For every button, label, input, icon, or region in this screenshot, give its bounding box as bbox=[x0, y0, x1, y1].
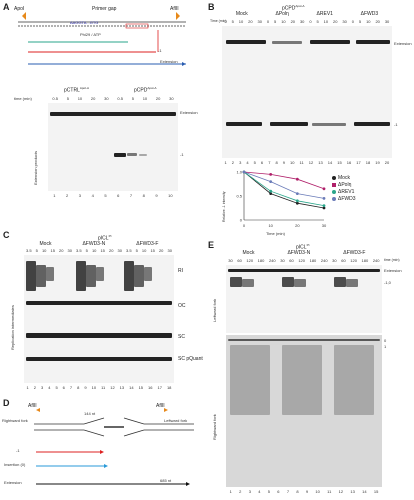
time-label-e: time (min) bbox=[384, 258, 400, 262]
chart-point bbox=[269, 192, 273, 195]
chart-y-tick-label: 1.0 bbox=[236, 170, 242, 175]
product-extension-label: Extension bbox=[160, 59, 178, 64]
chart-ylabel: Relative -1 intensity bbox=[222, 191, 226, 222]
chart-point bbox=[242, 170, 246, 174]
gel-b bbox=[222, 26, 392, 158]
band-minus1-0-e: -1,0 bbox=[384, 280, 391, 285]
band-extension-a: Extension bbox=[180, 110, 198, 115]
group-row-c: Mock ΔFWD3-N ΔFWD3-F bbox=[39, 241, 159, 247]
legend-item-rev1: ΔREV1 bbox=[332, 188, 356, 195]
gel-header-ctrl: pCTRLApoI-A bbox=[64, 86, 90, 94]
panel-c-title: pICLPt bbox=[98, 234, 112, 242]
legend-item-fwd3: ΔFWD3 bbox=[332, 195, 356, 202]
band-ri-c: RI bbox=[178, 268, 183, 274]
lane-row-e: 1 2 3 4 5 6 7 8 9 10 11 12 13 14 15 bbox=[229, 489, 379, 494]
time-row-b: 0 5 10 20 30 0 5 10 20 30 0 5 10 20 30 0 5 10 20 30 bbox=[224, 19, 390, 24]
panel-a-letter: A bbox=[3, 2, 10, 12]
panel-c-letter: C bbox=[3, 230, 10, 240]
time-row-e: 30 60 120 180 240 30 60 120 180 240 30 60 120 180 240 bbox=[228, 258, 380, 263]
site-aflii-right: AflII bbox=[156, 403, 165, 409]
chart-x-tick-label: 10 bbox=[268, 223, 273, 228]
legend-marker-fwd3 bbox=[332, 196, 336, 201]
time-label-b: Time (min) bbox=[210, 19, 227, 23]
decay-line-chart: 0 10 20 30 0 0.5 1.0 bbox=[236, 170, 327, 229]
fork-schematic bbox=[34, 408, 194, 486]
time-row-c: 3.5 5 10 15 20 30 3.5 5 10 15 20 30 3.5 5 10 15 20 30 bbox=[26, 248, 172, 253]
panel-a-schematic bbox=[18, 12, 186, 66]
rightward-fork-label: Rightward fork bbox=[2, 418, 28, 423]
band-extension-e: Extension bbox=[384, 268, 402, 273]
chart-x-tick-label: 0 bbox=[243, 223, 246, 228]
chart-series-line bbox=[243, 171, 325, 190]
legend-marker-mock bbox=[332, 175, 336, 180]
gel-a bbox=[48, 103, 178, 191]
site-apoi-label: ApoI bbox=[14, 6, 25, 12]
band-sc-c: SC bbox=[178, 334, 185, 340]
legend-marker-poleta bbox=[332, 182, 336, 187]
chart-point bbox=[269, 189, 273, 193]
extension-length-d: 685 nt bbox=[160, 478, 172, 483]
product-minus1-d: -1 bbox=[16, 448, 20, 453]
band-minus1-a: -1 bbox=[180, 152, 184, 157]
chart-point bbox=[295, 177, 299, 181]
group-row-e: Mock ΔFWD3-N ΔFWD3-F bbox=[242, 250, 366, 256]
band-oc-c: OC bbox=[178, 303, 186, 309]
panel-b-letter: B bbox=[208, 2, 215, 12]
panel-b-title: pCPDApoI-A bbox=[282, 4, 305, 12]
site-aflii-label: AflII bbox=[170, 6, 179, 12]
group-row-b: Mock ΔPolη ΔREV1 ΔFWD3 bbox=[235, 11, 379, 17]
leftward-fork-axis: Leftward fork bbox=[212, 298, 217, 322]
chart-point bbox=[322, 197, 326, 200]
lane-row-c: 1 2 3 4 5 6 7 8 9 10 11 12 13 14 15 16 17 18 bbox=[26, 385, 172, 390]
chart-x-tick-label: 20 bbox=[295, 223, 300, 228]
rightward-fork-axis: Rightward fork bbox=[212, 414, 217, 440]
gel-e-bottom bbox=[226, 335, 382, 487]
lane-row-b: 1 2 3 4 5 6 7 8 9 10 11 12 13 14 15 16 17 18 19 20 bbox=[224, 160, 390, 165]
gel-e-top bbox=[226, 265, 382, 333]
distance-label: 144 nt bbox=[84, 411, 96, 416]
chart-y-tick-label: 0 bbox=[240, 218, 243, 223]
chart-xlabel: Time (min) bbox=[266, 231, 285, 236]
time-label-a: time (min) bbox=[14, 96, 32, 101]
band-extension-b: Extension bbox=[394, 41, 412, 46]
chart-point bbox=[322, 206, 326, 210]
product-minus1-label: -1 bbox=[158, 48, 162, 53]
band-0-e: 0 bbox=[384, 338, 387, 343]
product-extension-d: Extension bbox=[4, 480, 22, 485]
yaxis-a: Extension products bbox=[33, 150, 38, 185]
band-1-e: 1 bbox=[384, 344, 387, 349]
chart-point bbox=[295, 192, 299, 195]
product-insertion-d: Insertion (0) bbox=[4, 462, 26, 467]
primer-gap-label: Primer gap bbox=[92, 6, 117, 12]
atp-label: Phi29 / ATP bbox=[80, 32, 101, 37]
chart-y-tick-label: 0.5 bbox=[236, 194, 242, 199]
chart-series-line bbox=[243, 171, 325, 206]
chart-x-tick-label: 30 bbox=[322, 223, 327, 228]
chart-point bbox=[269, 173, 273, 176]
lane-row-a: 1 2 3 4 5 6 7 8 9 10 bbox=[53, 193, 173, 198]
panel-e-title: pICLPt bbox=[296, 243, 310, 251]
gel-c bbox=[24, 255, 174, 383]
gel-header-cpd: pCPDApoI-A bbox=[134, 86, 157, 94]
chart-point bbox=[295, 199, 299, 203]
yaxis-c: Replication intermediates bbox=[10, 305, 15, 350]
chart-legend: Mock ΔPolη ΔREV1 ΔFWD3 bbox=[332, 174, 356, 202]
chart-point bbox=[295, 201, 299, 205]
site-aflii-left: AflII bbox=[28, 403, 37, 409]
band-minus1-b: -1 bbox=[394, 122, 398, 127]
chart-series-line bbox=[243, 171, 325, 209]
band-sc-pquant-c: SC pQuant bbox=[178, 356, 203, 362]
panel-e-letter: E bbox=[208, 240, 215, 250]
sequence-label: AAGGTA...GTG bbox=[70, 20, 99, 25]
legend-marker-rev1 bbox=[332, 189, 336, 194]
legend-item-mock: Mock bbox=[332, 174, 356, 181]
chart-series-line bbox=[243, 171, 325, 199]
leftward-fork-label: Leftward fork bbox=[164, 418, 188, 423]
chart-point bbox=[269, 180, 273, 183]
legend-item-poleta: ΔPolη bbox=[332, 181, 356, 188]
time-row-a: 0.5 5 10 20 30 0.5 5 10 20 30 bbox=[52, 96, 174, 101]
chart-point bbox=[322, 187, 326, 191]
panel-d-letter: D bbox=[3, 398, 10, 408]
chart-point bbox=[322, 204, 326, 207]
